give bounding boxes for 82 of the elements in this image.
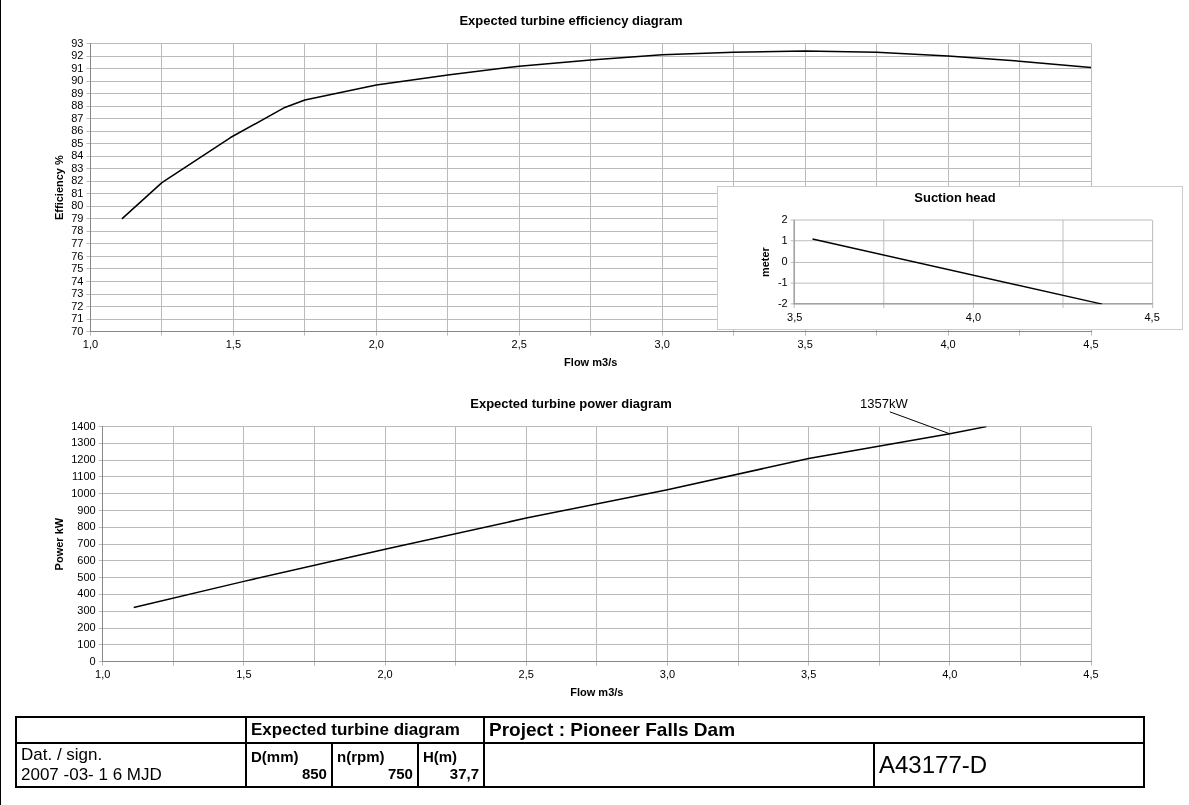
annotation: 1357kW bbox=[860, 395, 909, 411]
y-tick-label: 1100 bbox=[72, 469, 96, 482]
y-tick-label: 600 bbox=[77, 553, 96, 566]
x-tick-label: 4,0 bbox=[942, 668, 958, 681]
y-tick-label: 1 bbox=[781, 234, 788, 247]
text: Project : Pioneer Falls Dam bbox=[484, 717, 1144, 743]
y-tick-label: 85 bbox=[71, 136, 84, 149]
x-axis-title: Flow m3/s bbox=[570, 686, 624, 699]
y-tick-label: 86 bbox=[71, 124, 84, 137]
x-tick-label: 4,0 bbox=[940, 338, 956, 351]
text: H(m) bbox=[422, 748, 459, 765]
y-tick-label: 2 bbox=[781, 213, 788, 226]
x-tick-label: 1,5 bbox=[225, 338, 242, 351]
y-tick-label: 81 bbox=[71, 186, 84, 199]
y-tick-label: 80 bbox=[71, 199, 84, 212]
y-tick-label: 71 bbox=[71, 312, 84, 325]
text: Dat. / sign. bbox=[21, 745, 103, 764]
y-tick-label: 87 bbox=[71, 111, 84, 124]
y-tick-label: 92 bbox=[71, 49, 84, 62]
x-tick-label: 3,0 bbox=[659, 668, 676, 681]
x-tick-label: 2,5 bbox=[518, 668, 534, 681]
y-tick-label: 1200 bbox=[71, 453, 96, 466]
text: 2007 -03- 1 6 MJD bbox=[21, 765, 162, 784]
y-tick-label: 0 bbox=[781, 255, 788, 268]
y-tick-label: 1000 bbox=[71, 486, 96, 499]
y-tick-label: 700 bbox=[77, 537, 96, 550]
y-tick-label: 88 bbox=[71, 99, 84, 112]
x-tick-label: 4,5 bbox=[1083, 338, 1099, 351]
y-tick-label: 83 bbox=[71, 161, 84, 174]
y-tick-label: 90 bbox=[71, 74, 84, 87]
y-tick-label: 73 bbox=[71, 287, 84, 300]
text: 850 bbox=[301, 765, 327, 782]
x-tick-label: 4,5 bbox=[1144, 310, 1160, 323]
y-tick-label: 89 bbox=[71, 86, 84, 99]
y-tick-label: 77 bbox=[71, 236, 84, 249]
y-tick-label: 500 bbox=[77, 570, 96, 583]
y-tick-label: 200 bbox=[77, 621, 96, 634]
y-tick-label: 84 bbox=[71, 149, 84, 162]
text: D(mm) bbox=[251, 748, 300, 765]
x-tick-label: 2,0 bbox=[368, 338, 384, 351]
y-tick-label: 76 bbox=[71, 249, 84, 262]
y-tick-label: 82 bbox=[71, 174, 84, 187]
y-tick-label: 100 bbox=[77, 637, 96, 650]
x-tick-label: 3,0 bbox=[654, 338, 670, 351]
y-tick-label: 1300 bbox=[71, 436, 96, 449]
x-tick-label: 2,5 bbox=[511, 338, 527, 351]
text: A43177-D bbox=[874, 743, 1144, 787]
x-tick-label: 2,0 bbox=[377, 668, 393, 681]
y-axis-title: Efficiency % bbox=[52, 154, 65, 221]
y-tick-label: 79 bbox=[71, 211, 84, 224]
x-tick-label: 4,5 bbox=[1083, 668, 1099, 681]
x-tick-label: 4,0 bbox=[965, 310, 981, 323]
x-tick-label: 3,5 bbox=[787, 310, 803, 323]
x-tick-label: 1,0 bbox=[82, 338, 99, 351]
x-tick-label: 3,5 bbox=[797, 338, 813, 351]
text: Expected turbine diagram bbox=[246, 717, 484, 743]
chart-title: Expected turbine efficiency diagram bbox=[459, 13, 683, 29]
y-tick-label: 75 bbox=[71, 262, 84, 275]
y-axis-title: meter bbox=[759, 246, 772, 277]
y-tick-label: 70 bbox=[71, 324, 84, 337]
x-axis-title: Flow m3/s bbox=[564, 356, 618, 369]
y-tick-label: -1 bbox=[777, 276, 788, 289]
y-tick-label: 93 bbox=[71, 36, 84, 49]
y-tick-label: 72 bbox=[71, 299, 84, 312]
y-tick-label: -2 bbox=[777, 297, 788, 310]
chart-title: Suction head bbox=[914, 190, 996, 206]
y-tick-label: 0 bbox=[89, 654, 96, 667]
y-tick-label: 91 bbox=[71, 61, 84, 74]
text: 750 bbox=[387, 765, 413, 782]
x-tick-label: 1,5 bbox=[236, 668, 252, 681]
y-tick-label: 74 bbox=[71, 274, 84, 287]
y-tick-label: 900 bbox=[77, 503, 96, 516]
text: n(rpm) bbox=[336, 748, 386, 765]
chart-title: Expected turbine power diagram bbox=[470, 396, 672, 412]
y-axis-title: Power kW bbox=[52, 517, 65, 571]
y-tick-label: 300 bbox=[77, 604, 96, 617]
x-tick-label: 1,0 bbox=[95, 668, 111, 681]
y-tick-label: 1400 bbox=[71, 419, 96, 432]
y-tick-label: 800 bbox=[77, 520, 96, 533]
y-tick-label: 78 bbox=[71, 224, 84, 237]
y-tick-label: 400 bbox=[77, 587, 96, 600]
x-tick-label: 3,5 bbox=[800, 668, 817, 681]
